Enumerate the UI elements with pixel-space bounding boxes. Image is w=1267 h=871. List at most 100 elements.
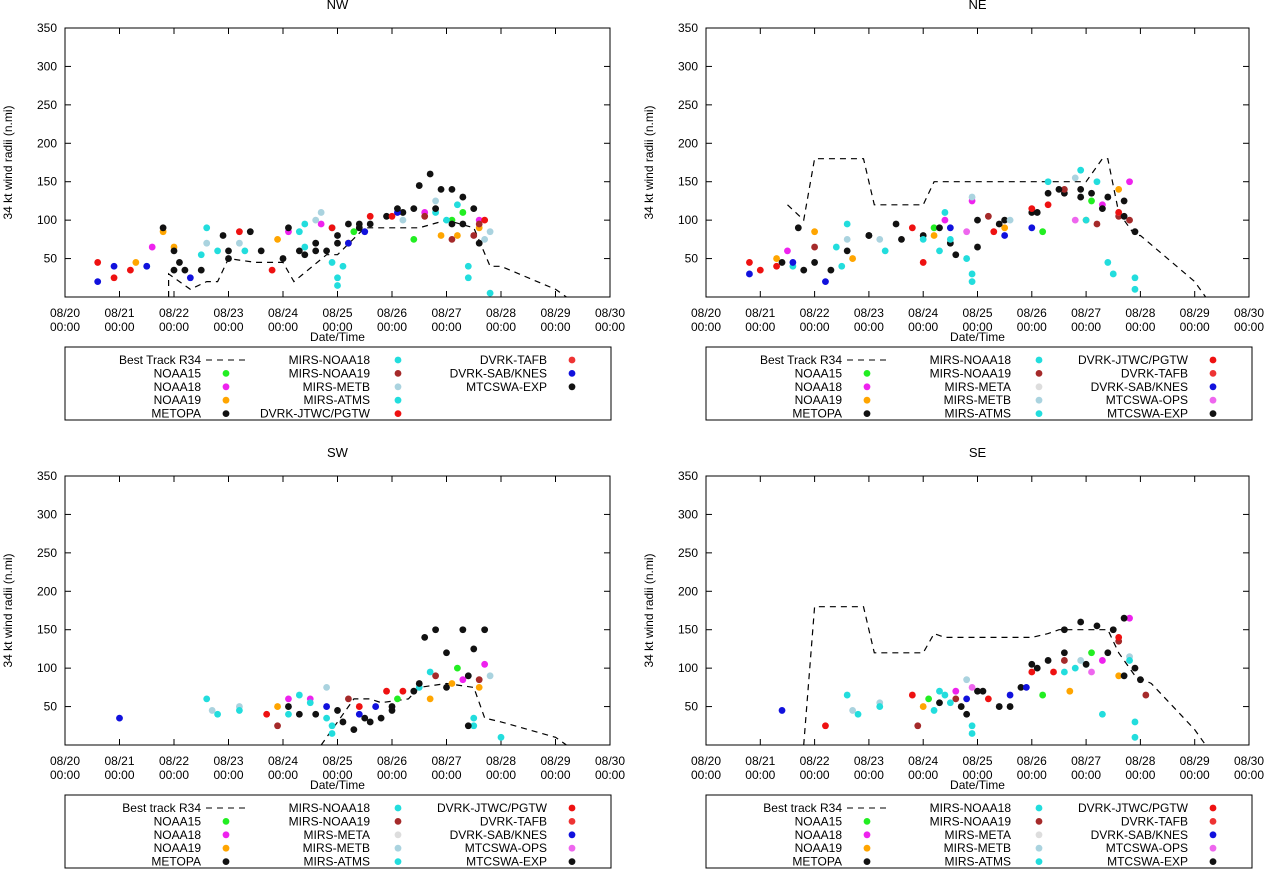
point-mirs-atms xyxy=(854,710,862,718)
legend-entry-noaa18: NOAA18 xyxy=(795,828,871,842)
point-dvrk-sab-knes xyxy=(345,239,352,247)
point-metopa xyxy=(892,220,900,228)
point-dvrk-jtwc-pgtw xyxy=(268,266,276,274)
point-dvrk-sab-knes xyxy=(94,278,102,286)
point-mirs-noaa19 xyxy=(1142,691,1150,699)
legend-entry-metopa: METOPA xyxy=(151,407,230,421)
point-mirs-noaa19 xyxy=(1060,657,1068,664)
legend-label: METOPA xyxy=(792,855,842,869)
point-mirs-noaa18 xyxy=(443,216,450,224)
series-noaa15 xyxy=(930,197,1095,236)
point-mtcswa-exp xyxy=(285,224,292,232)
point-mirs-noaa19 xyxy=(952,695,960,703)
point-mirs-noaa18 xyxy=(1077,166,1085,174)
x-tick-label: 08/30 00:00 xyxy=(595,754,625,782)
point-metopa xyxy=(1060,626,1068,634)
point-noaa18 xyxy=(317,220,325,228)
point-mtcswa-exp xyxy=(448,220,456,228)
series-mtcswa-exp xyxy=(285,680,472,730)
x-tick-label: 08/23 00:00 xyxy=(213,754,243,782)
point-noaa15 xyxy=(394,695,401,703)
legend-marker xyxy=(568,831,576,839)
point-metopa xyxy=(1044,657,1052,664)
point-mtcswa-exp xyxy=(1033,209,1041,216)
x-tick-label: 08/26 00:00 xyxy=(377,306,407,334)
point-dvrk-sab-knes xyxy=(323,703,330,710)
series-mtcswa-exp xyxy=(936,649,1128,710)
point-dvrk-jtwc-pgtw xyxy=(756,266,764,274)
series-dvrk-sab-knes xyxy=(778,683,1030,714)
series-metopa xyxy=(778,186,1139,274)
legend-entry-mirs-noaa19: MIRS-NOAA19 xyxy=(289,366,402,380)
legend-entry-mirs-metb: MIRS-METB xyxy=(944,841,1043,855)
x-tick-label: 08/22 00:00 xyxy=(159,306,189,334)
point-mirs-noaa18 xyxy=(1044,178,1052,186)
legend-box xyxy=(64,794,612,869)
x-tick-label: 08/27 00:00 xyxy=(1071,754,1101,782)
plot-frame xyxy=(64,475,611,746)
point-mirs-noaa18 xyxy=(1093,178,1101,186)
point-mirs-noaa19 xyxy=(811,243,818,251)
legend-label: METOPA xyxy=(792,407,842,421)
point-metopa xyxy=(219,232,227,239)
legend-label: MIRS-ATMS xyxy=(304,393,370,407)
point-metopa xyxy=(399,209,407,216)
point-noaa15 xyxy=(350,228,358,236)
point-mtcswa-exp xyxy=(811,259,818,266)
y-tick-label: 350 xyxy=(37,21,57,35)
legend-marker xyxy=(222,831,230,839)
point-dvrk-sab-knes xyxy=(778,707,786,714)
point-metopa xyxy=(426,170,434,178)
point-metopa xyxy=(1093,622,1101,630)
legend-marker xyxy=(568,370,576,377)
point-noaa19 xyxy=(1115,186,1123,193)
point-dvrk-sab-knes xyxy=(361,228,369,236)
point-metopa xyxy=(345,220,352,228)
point-mirs-noaa18 xyxy=(328,730,336,737)
series-mirs-metb xyxy=(849,653,1133,714)
point-mtcswa-exp xyxy=(936,699,943,707)
y-tick-label: 250 xyxy=(37,546,57,560)
point-noaa19 xyxy=(1066,687,1074,695)
legend-label: METOPA xyxy=(151,407,201,421)
point-mirs-noaa18 xyxy=(968,278,976,286)
point-mirs-noaa19 xyxy=(448,235,456,243)
series-mirs-metb xyxy=(208,672,494,714)
point-mtcswa-exp xyxy=(246,228,254,236)
legend-marker xyxy=(222,818,230,825)
point-dvrk-jtwc-pgtw xyxy=(126,266,134,274)
y-tick-label: 250 xyxy=(37,98,57,112)
legend-entry-dvrk-jtwc-pgtw: DVRK-JTWC/PGTW xyxy=(1078,801,1217,815)
series-noaa19 xyxy=(274,680,483,710)
point-metopa xyxy=(778,259,786,266)
legend-label: MIRS-NOAA18 xyxy=(289,801,371,815)
point-dvrk-sab-knes xyxy=(372,703,380,710)
legend-entry-dvrk-sab-knes: DVRK-SAB/KNES xyxy=(1091,828,1217,842)
point-metopa xyxy=(843,247,851,255)
series-mirs-noaa19 xyxy=(811,186,1133,251)
legend-entry-mtcswa-exp: MTCSWA-EXP xyxy=(1107,855,1217,869)
point-metopa xyxy=(1077,618,1085,626)
y-tick-label: 300 xyxy=(37,507,57,521)
point-mirs-noaa18 xyxy=(497,733,505,741)
point-mirs-metb xyxy=(963,676,971,684)
point-dvrk-jtwc-pgtw xyxy=(990,228,998,236)
point-mtcswa-exp xyxy=(1120,212,1128,220)
series-mirs-atms xyxy=(214,707,478,730)
point-mirs-noaa18 xyxy=(919,235,927,243)
legend-marker xyxy=(394,383,402,391)
legend-box xyxy=(705,794,1253,869)
legend-entry-mirs-atms: MIRS-ATMS xyxy=(304,393,402,407)
point-mirs-noaa19 xyxy=(421,212,429,220)
point-mirs-noaa19 xyxy=(1060,186,1068,193)
legend-entry-mirs-metb: MIRS-METB xyxy=(303,841,402,855)
legend-label: Best Track R34 xyxy=(760,353,842,367)
legend-entry-mirs-atms: MIRS-ATMS xyxy=(945,855,1043,869)
point-mirs-metb xyxy=(203,239,211,247)
legend-entry-noaa18: NOAA18 xyxy=(795,380,871,394)
legend-box xyxy=(64,346,612,421)
point-mirs-atms xyxy=(1126,657,1133,664)
legend-marker xyxy=(863,370,871,377)
legend-entry-mtcswa-ops: MTCSWA-OPS xyxy=(465,841,576,855)
